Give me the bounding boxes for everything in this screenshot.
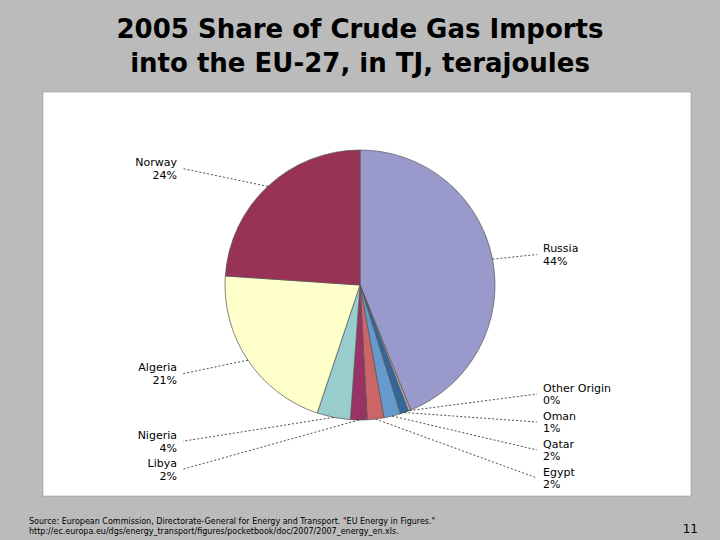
label-value: 4%: [160, 442, 177, 455]
label-name: Russia: [543, 242, 578, 255]
slice: [225, 276, 360, 413]
label-value: 2%: [543, 450, 560, 463]
label-name: Libya: [148, 457, 177, 470]
data-label: Russia44%: [543, 242, 578, 268]
data-label: Norway24%: [135, 156, 177, 182]
label-name: Qatar: [543, 438, 574, 451]
chart-box: [43, 92, 691, 496]
data-label: Qatar2%: [543, 438, 574, 464]
page-number: 11: [683, 522, 698, 536]
label-value: 0%: [543, 394, 560, 407]
slice: [225, 150, 360, 285]
data-label: Nigeria4%: [138, 429, 177, 455]
subtitle: into the EU-27, in TJ, terajoules: [130, 48, 590, 78]
label-value: 21%: [153, 374, 177, 387]
label-value: 44%: [543, 255, 567, 268]
title: 2005 Share of Crude Gas Imports: [116, 14, 603, 44]
leader-line: [376, 419, 537, 478]
label-name: Norway: [135, 156, 177, 169]
leader-line: [410, 394, 537, 411]
label-name: Egypt: [543, 466, 575, 479]
leader-line: [183, 420, 359, 469]
leader-line: [183, 169, 268, 187]
labels: Russia44%Other Origin0%Oman1%Qatar2%Egyp…: [135, 156, 611, 491]
chart: 2005 Share of Crude Gas Imports into the …: [0, 0, 720, 540]
data-label: Libya2%: [148, 457, 177, 483]
label-name: Nigeria: [138, 429, 177, 442]
leader-line: [493, 255, 537, 260]
data-label: Algeria21%: [138, 361, 177, 387]
source-line: http://ec.europa.eu/dgs/energy_transport…: [29, 527, 399, 536]
label-value: 2%: [543, 478, 560, 491]
label-name: Oman: [543, 410, 576, 423]
data-label: Oman1%: [543, 410, 576, 436]
leader-line: [183, 360, 248, 374]
label-name: Algeria: [138, 361, 177, 374]
source-line: Source: European Commission, Directorate…: [29, 517, 435, 526]
label-value: 2%: [160, 470, 177, 483]
leader-line: [404, 412, 537, 422]
pie: [225, 150, 495, 420]
label-name: Other Origin: [543, 382, 611, 395]
background: [0, 0, 720, 540]
data-label: Other Origin0%: [543, 382, 611, 408]
data-label: Egypt2%: [543, 466, 575, 492]
source-note: Source: European Commission, Directorate…: [29, 517, 435, 536]
leader-line: [183, 417, 334, 441]
label-value: 1%: [543, 422, 560, 435]
label-value: 24%: [153, 169, 177, 182]
